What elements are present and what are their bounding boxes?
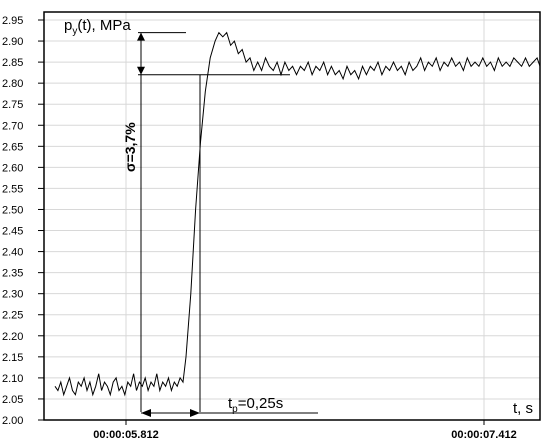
y-tick-label: 2.70: [2, 120, 23, 132]
y-tick-label: 2.90: [2, 36, 23, 48]
y-tick-label: 2.65: [2, 141, 23, 153]
y-tick-label: 2.55: [2, 183, 23, 195]
y-tick-label: 2.50: [2, 204, 23, 216]
settling-arrow-head-left: [141, 409, 151, 417]
plot-frame: [43, 11, 541, 421]
y-tick-label: 2.60: [2, 162, 23, 174]
y-tick-label: 2.15: [2, 352, 23, 364]
annotations: σ=3,7% tp=0,25s: [122, 32, 318, 417]
settling-arrow-head-right: [190, 409, 200, 417]
overshoot-arrow-head-up: [137, 32, 145, 41]
y-tick-label: 2.35: [2, 268, 23, 280]
y-axis-label: py(t), MPa: [64, 17, 131, 37]
y-tick-label: 2.10: [2, 373, 23, 385]
grid: [44, 12, 540, 421]
y-tick-label: 2.85: [2, 57, 23, 69]
y-tick-label: 2.95: [2, 15, 23, 27]
y-tick-label: 2.45: [2, 226, 23, 238]
y-tick-label: 2.40: [2, 247, 23, 259]
overshoot-label: σ=3,7%: [122, 122, 138, 172]
x-tick-label: 00:00:07.412: [451, 429, 516, 441]
x-tick-label: 00:00:05.812: [93, 429, 158, 441]
y-tick-label: 2.75: [2, 99, 23, 111]
y-tick-label: 2.80: [2, 78, 23, 90]
y-tick-label: 2.30: [2, 289, 23, 301]
y-tick-label: 2.20: [2, 331, 23, 343]
y-tick-label: 2.00: [2, 415, 23, 427]
series-line: [54, 31, 541, 397]
y-axis-ticks: 2.95 2.90 2.85 2.80 2.75 2.70 2.65 2.60 2.55 2.50…: [2, 15, 44, 427]
x-axis-ticks: 00:00:05.812 00:00:07.412: [93, 420, 517, 441]
settling-time-label: tp=0,25s: [228, 395, 283, 415]
x-axis-label: t, s: [513, 400, 533, 417]
overshoot-arrow-head-down: [137, 66, 145, 75]
y-tick-label: 2.05: [2, 394, 23, 406]
y-tick-label: 2.25: [2, 310, 23, 322]
